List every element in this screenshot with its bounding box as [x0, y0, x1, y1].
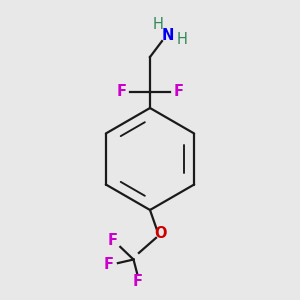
Text: O: O	[154, 226, 167, 241]
Text: F: F	[116, 84, 127, 99]
Text: H: H	[153, 17, 164, 32]
Text: F: F	[173, 84, 184, 99]
Text: F: F	[104, 257, 114, 272]
Text: H: H	[177, 32, 188, 47]
Text: N: N	[161, 28, 174, 44]
Text: F: F	[133, 274, 143, 289]
Text: F: F	[108, 233, 118, 248]
